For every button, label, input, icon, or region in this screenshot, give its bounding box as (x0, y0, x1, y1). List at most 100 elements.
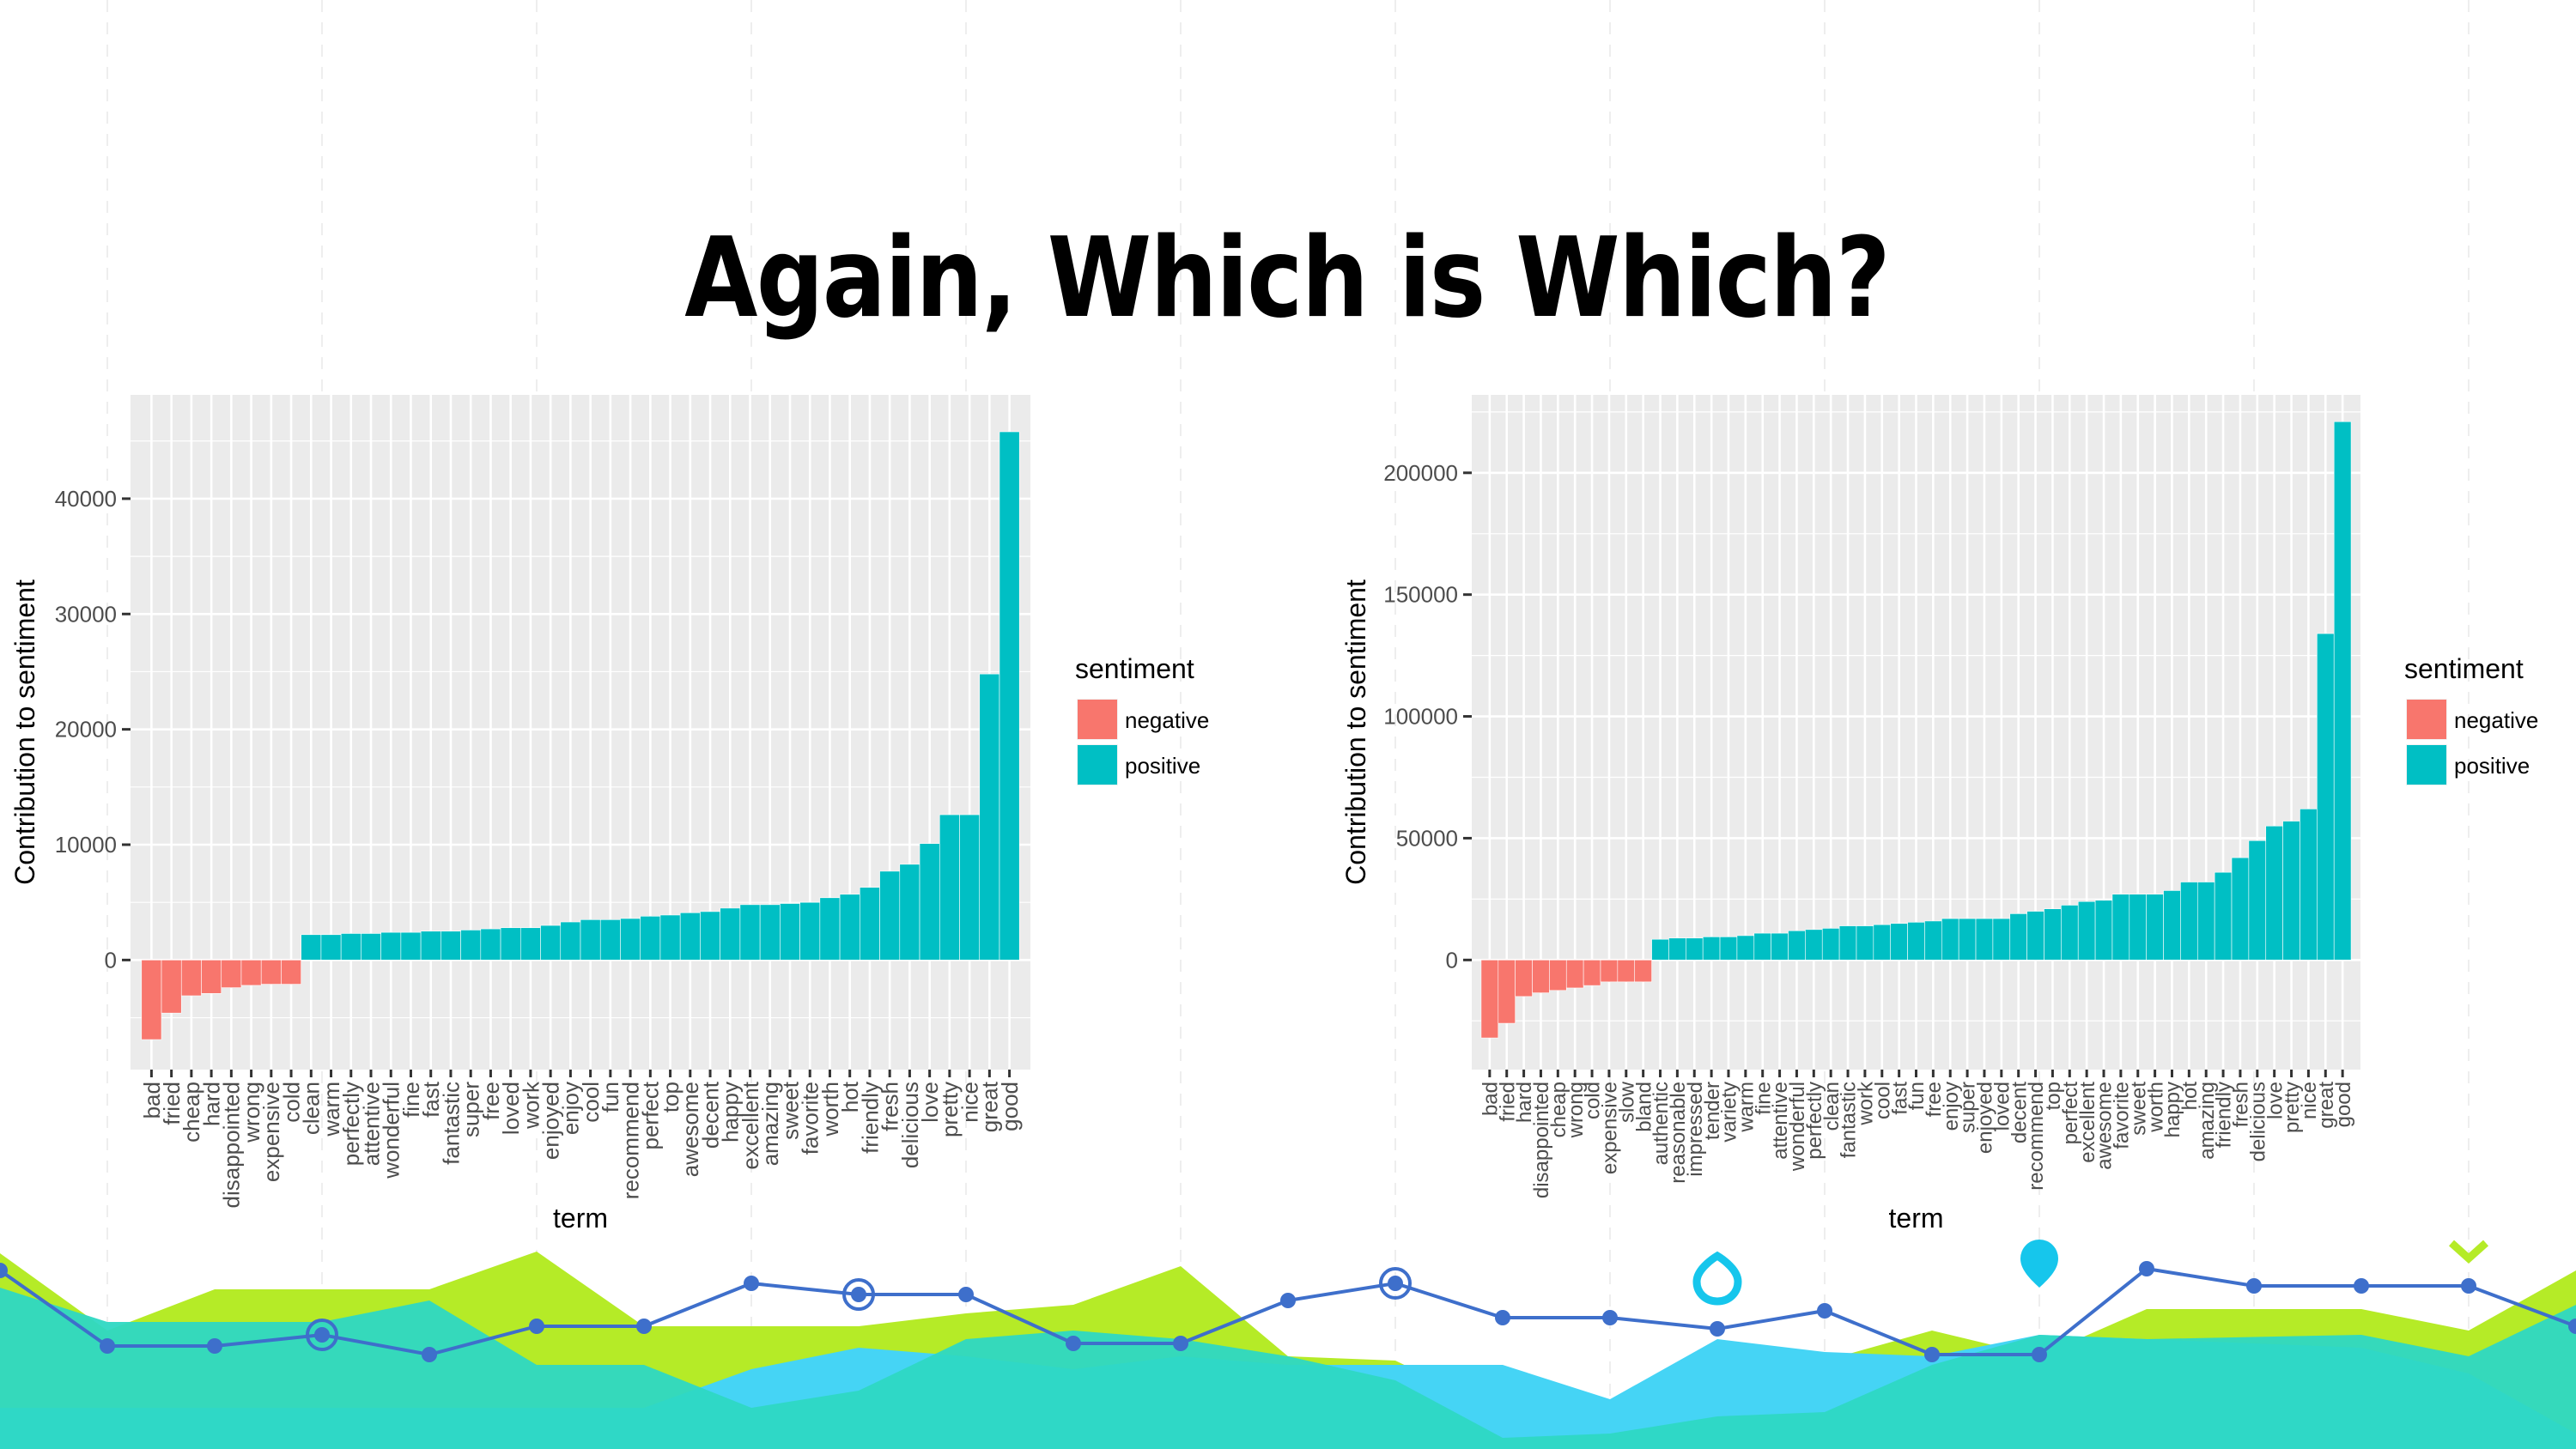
x-tick-label-worth: worth (817, 1082, 843, 1137)
deco-ring-marker (842, 1278, 875, 1311)
bar-great (979, 673, 1000, 961)
bar-hard (1515, 960, 1533, 997)
x-tick-label-bad: bad (139, 1082, 165, 1119)
deco-line-dot (1495, 1310, 1510, 1325)
location-pin-icon (2020, 1240, 2058, 1288)
x-tick-label-perfectly: perfectly (338, 1082, 364, 1166)
x-tick-label-perfect: perfect (638, 1081, 664, 1149)
bar-wonderful (380, 931, 402, 961)
x-tick-label-friendly: friendly (2213, 1082, 2236, 1148)
sentiment-chart-left: 0 10000 20000 30000 40000 badfriedcheapharddi… (9, 395, 1209, 1234)
slide-title: Again, Which is Which? (684, 215, 1890, 343)
bar-fun (1907, 922, 1925, 961)
bar-cool (1873, 924, 1892, 961)
bar-excellent (2077, 900, 2096, 961)
deco-line-dot (958, 1287, 974, 1302)
x-tick-label-loved: loved (498, 1082, 524, 1135)
x-tick-label-cold: cold (1582, 1082, 1605, 1119)
bar-loved (500, 927, 521, 961)
bar-fine (1753, 932, 1771, 961)
y-tick-label: 50000 (1396, 825, 1458, 851)
x-tick-label-free: free (478, 1082, 504, 1120)
bar-awesome (2094, 900, 2113, 961)
bar-work (519, 927, 541, 961)
bar-impressed (1686, 937, 1704, 961)
deco-line-dot (207, 1338, 222, 1354)
x-tick-label-wrong: wrong (239, 1082, 264, 1143)
x-tick-label-favorite: favorite (798, 1082, 823, 1155)
bar-hard (201, 960, 222, 994)
bar-good (999, 431, 1020, 961)
x-tick-label-fast: fast (418, 1081, 444, 1118)
x-tick-label-fantastic: fantastic (438, 1082, 464, 1165)
bar-free (1924, 920, 1942, 961)
bar-favorite (2111, 894, 2130, 961)
x-tick-label-fresh: fresh (878, 1082, 903, 1131)
x-tick-label-enjoyed: enjoyed (538, 1082, 564, 1160)
bar-good (2333, 421, 2352, 961)
x-tick-label-awesome: awesome (2093, 1082, 2117, 1170)
deco-line-dot (1280, 1293, 1296, 1308)
deco-ring-marker (306, 1319, 338, 1351)
x-tick-label-warm: warm (1735, 1082, 1758, 1133)
y-tick-label: 0 (1446, 947, 1458, 973)
bar-warm (1736, 935, 1755, 961)
deco-line-dot (2461, 1278, 2476, 1294)
x-tick-label-fried: fried (1496, 1082, 1519, 1122)
bar-cool (580, 919, 601, 961)
bar-love (919, 843, 940, 961)
bar-friendly (2214, 871, 2233, 961)
legend: sentiment negative positive (2404, 653, 2538, 785)
location-pin-icon (1692, 1251, 1742, 1306)
bar-enjoyed (540, 925, 562, 961)
bar-fresh (2231, 857, 2250, 961)
bar-attentive (361, 933, 381, 961)
bar-work (1856, 925, 1874, 961)
deco-line-dot (2354, 1278, 2369, 1294)
bar-tender (1702, 937, 1721, 961)
x-tick-label-decent: decent (2008, 1082, 2031, 1143)
legend-label-negative: negative (1125, 707, 1209, 733)
legend-title: sentiment (1075, 653, 1194, 684)
deco-line-dot (314, 1327, 330, 1343)
deco-line-dot (100, 1338, 115, 1354)
y-tick-label: 10000 (55, 832, 117, 858)
x-tick-label-cold: cold (278, 1082, 304, 1123)
y-tick-label: 200000 (1383, 460, 1458, 486)
y-tick-label: 150000 (1383, 582, 1458, 608)
x-tick-label-cool: cool (1871, 1082, 1894, 1119)
x-tick-label-fine: fine (1752, 1082, 1775, 1115)
legend-swatch-positive (1078, 745, 1117, 785)
x-tick-label-favorite: favorite (2111, 1082, 2134, 1149)
x-tick-label-bland: bland (1632, 1082, 1656, 1132)
x-tick-label-disappointed: disappointed (1530, 1082, 1553, 1198)
deco-line-dot (636, 1319, 652, 1334)
bar-love (2265, 825, 2283, 961)
bar-worth (2146, 894, 2164, 961)
x-tick-label-enjoyed: enjoyed (1974, 1082, 1997, 1154)
x-tick-label-tender: tender (1701, 1082, 1724, 1140)
x-tick-label-delicious: delicious (897, 1082, 923, 1168)
bar-happy (720, 907, 741, 961)
x-tick-label-pretty: pretty (937, 1082, 963, 1137)
x-tick-label-expensive: expensive (258, 1082, 284, 1182)
bar-fun (599, 919, 621, 961)
bar-nice (2300, 809, 2318, 961)
bar-top (659, 914, 681, 961)
bar-enjoy (1941, 918, 1959, 961)
y-tick-label: 20000 (55, 717, 117, 743)
x-tick-label-top: top (2042, 1082, 2065, 1110)
legend: sentiment negative positive (1075, 653, 1209, 785)
x-tick-label-fast: fast (1888, 1082, 1911, 1115)
x-tick-label-bad: bad (1479, 1082, 1502, 1116)
x-tick-label-wonderful: wonderful (1786, 1082, 1809, 1172)
bar-recommend (2026, 911, 2044, 961)
x-tick-label-delicious: delicious (2246, 1082, 2269, 1161)
deco-line-dot (1066, 1336, 1081, 1351)
x-tick-label-decent: decent (697, 1081, 723, 1149)
deco-line-dot (2568, 1319, 2576, 1334)
bar-happy (2163, 890, 2181, 961)
deco-line-dot (422, 1347, 437, 1362)
legend-label-negative: negative (2454, 707, 2538, 733)
bar-friendly (860, 887, 880, 961)
